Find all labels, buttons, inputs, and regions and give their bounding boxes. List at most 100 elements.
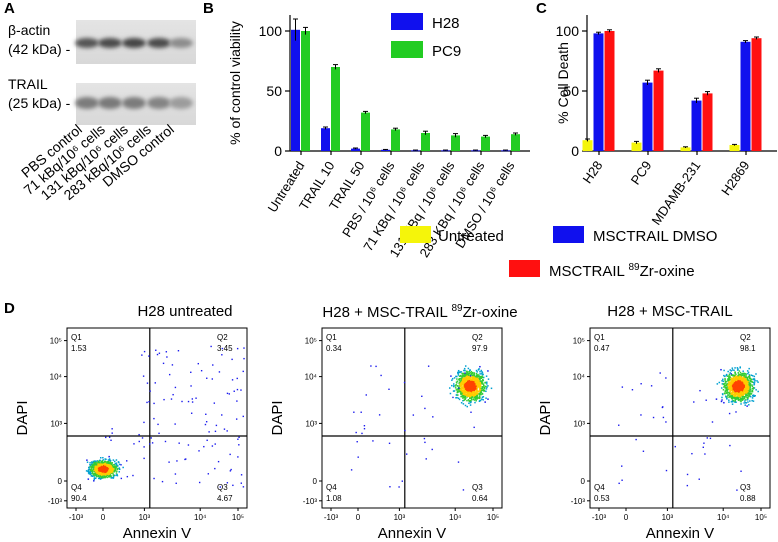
flow-event [242,415,244,418]
flow-event [105,467,108,469]
flow-event [472,393,475,396]
flow-event [744,396,746,399]
flow-event [96,460,98,462]
flow-event [723,401,725,404]
flow-event [200,369,203,372]
flow-event [465,386,468,389]
flow-event [741,389,744,392]
flow-event [401,480,403,482]
flow-event [112,468,115,470]
flow-event [425,458,427,460]
flow-event [105,462,107,465]
flow-event [481,382,484,384]
flow-event [206,439,208,442]
flow-event [398,486,400,488]
flow-event [454,387,457,389]
flow-event [480,391,482,393]
flow-event [115,459,118,461]
flow-event [652,416,655,419]
flow-event [470,392,472,395]
flow-event [111,428,113,430]
flow-event [731,403,734,405]
flow-event [693,401,695,403]
flow-event [91,469,94,471]
flow-event [746,399,749,401]
legend-label-zr-oxine: MSCTRAIL 89Zr-oxine [549,262,695,280]
flow-event [92,460,95,463]
flow-event [749,400,751,402]
flow-event [741,399,743,401]
flow-x-tick-label: 10⁵ [755,513,767,522]
flow-event [733,392,736,395]
flow-event [89,464,92,466]
flow-event [731,378,733,381]
flow-event [745,373,747,375]
flow-event [744,402,747,404]
flow-event [465,377,468,379]
flow-event [750,390,752,392]
flow-event [233,390,235,392]
flow-event [748,393,750,396]
flow-event [743,372,745,375]
flow-event [472,387,474,390]
flow-y-tick-label: 10³ [305,419,317,428]
flow-event [153,417,155,420]
flow-event [449,392,452,395]
flow-quadrant-q2-value: 98.1 [740,344,756,353]
flow-event [92,468,95,470]
flow-event [730,377,733,379]
flow-event [466,370,468,373]
flow-event [92,473,94,475]
flow-event [732,388,735,391]
flow-event [739,376,741,378]
flow-event [734,372,736,374]
flow-event [98,469,100,472]
flow-event [110,477,113,479]
flow-y-tick-label: -10³ [303,497,318,506]
flow-event [388,442,391,445]
flow-event [463,367,466,370]
flow-event [745,393,747,395]
flow-y-tick-label: 0 [58,477,63,486]
flow-event [459,389,462,391]
flow-event [467,380,470,382]
flow-event [469,381,471,383]
flow-event [431,448,433,451]
flow-event [474,396,476,399]
flow-event [467,367,470,370]
flow-y-tick-label: 0 [313,477,318,486]
flow-event [474,380,477,383]
flow-event [738,375,741,377]
flow-event [709,437,712,440]
flow-event [99,464,102,466]
flow-event [206,377,208,379]
bar [604,31,615,151]
flow-event [470,380,472,383]
flow-quadrant-q4: Q4 [326,483,337,492]
flow-plot: Q1 0.34 Q2 97.9 Q4 1.08 Q3 0.64 10⁵ 10⁴ 10³ 0 -10³ -1… [269,327,503,542]
flow-event [745,379,747,381]
flow-event [453,383,455,385]
flow-event [238,444,240,446]
flow-event [109,465,112,468]
flow-event [198,450,200,452]
flow-event [739,388,742,390]
flow-event [457,369,460,372]
flow-event [469,376,471,378]
flow-event [226,392,229,395]
flow-event [208,431,210,433]
flow-event [472,391,475,393]
flow-event [91,461,94,464]
flow-event [711,421,714,423]
flow-event [108,470,110,472]
flow-event [231,379,234,381]
flow-event [453,385,455,387]
flow-event [621,465,623,467]
flow-event [618,424,620,426]
flow-event [102,459,105,461]
flow-event [737,397,739,399]
flow-event [482,389,485,391]
flow-event [731,394,733,396]
flow-event [470,387,472,390]
